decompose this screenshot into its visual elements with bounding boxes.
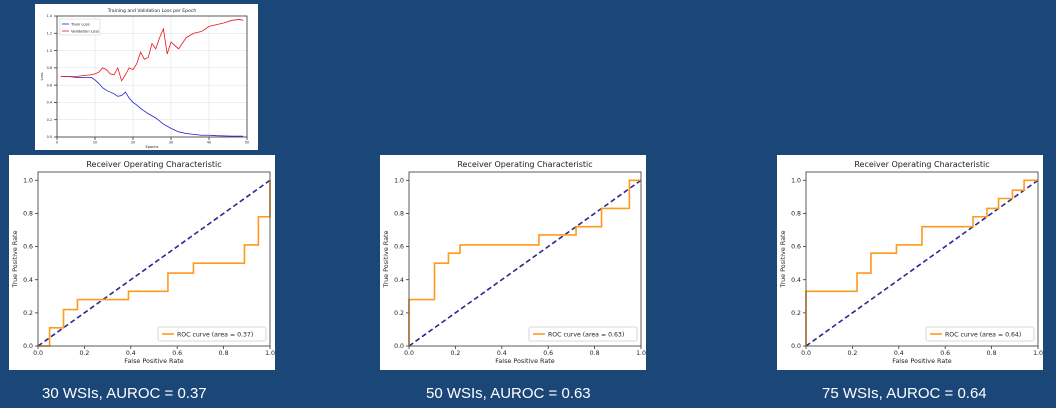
chart-title: Receiver Operating Characteristic xyxy=(86,160,221,169)
legend-label: Validation Loss xyxy=(71,29,99,34)
x-axis-label: False Positive Rate xyxy=(892,357,951,365)
x-tick-label: 0.0 xyxy=(404,350,414,357)
x-tick-label: 50 xyxy=(245,140,249,144)
y-tick-label: 0.2 xyxy=(23,310,33,317)
y-tick-label: 0.8 xyxy=(791,211,801,218)
roc-chart-panel-1: Receiver Operating Characteristic 0.0 0.2 0… xyxy=(9,155,275,370)
y-tick-label: 1.0 xyxy=(394,177,404,184)
legend-label: ROC curve (area = 0.63) xyxy=(548,331,624,338)
y-axis-label: Loss xyxy=(40,72,44,80)
plot-frame xyxy=(56,15,248,138)
legend-box xyxy=(59,18,101,36)
y-tick-label: 1.0 xyxy=(791,177,801,184)
y-tick-label: 1.0 xyxy=(47,49,52,53)
chart-title: Training and Validation Loss per Epoch xyxy=(107,8,197,14)
y-tick-label: 0.6 xyxy=(394,244,404,251)
y-tick-label: 0.6 xyxy=(23,244,33,251)
x-tick-label: 40 xyxy=(207,140,211,144)
legend-label: Train Loss xyxy=(70,22,90,27)
y-axis-label: True Positive Rate xyxy=(779,230,787,288)
x-tick-label: 0.2 xyxy=(847,350,857,357)
roc-chart-1: Receiver Operating Characteristic 0.0 0.2 0… xyxy=(11,160,275,365)
y-tick-label: 0.8 xyxy=(394,211,404,218)
x-tick-label: 0.2 xyxy=(79,350,89,357)
y-tick-label: 1.0 xyxy=(23,177,33,184)
y-axis-label: True Positive Rate xyxy=(382,230,390,288)
y-tick-label: 0.8 xyxy=(47,66,52,70)
legend-box xyxy=(925,326,1035,342)
y-tick-label: 0.4 xyxy=(23,277,33,284)
y-tick-label: 0.4 xyxy=(394,277,404,284)
legend-box xyxy=(528,326,638,342)
caption-30-wsis: 30 WSIs, AUROC = 0.37 xyxy=(42,385,207,402)
legend-box xyxy=(157,326,267,342)
plot-frame xyxy=(805,171,1039,347)
y-tick-label: 0.2 xyxy=(791,310,801,317)
y-tick-label: 0.0 xyxy=(791,343,801,350)
caption-50-wsis: 50 WSIs, AUROC = 0.63 xyxy=(426,385,591,402)
y-tick-label: 0.2 xyxy=(394,310,404,317)
x-tick-label: 0.4 xyxy=(894,350,904,357)
y-tick-label: 0.6 xyxy=(47,83,52,87)
x-tick-label: 0.8 xyxy=(987,350,997,357)
roc-curve-line xyxy=(408,179,641,346)
y-tick-label: 0.6 xyxy=(791,244,801,251)
x-tick-label: 0.6 xyxy=(172,350,182,357)
y-tick-label: 0.2 xyxy=(47,118,52,122)
roc-chart-3: Receiver Operating Characteristic 0.0 0.2 0… xyxy=(779,160,1043,365)
x-tick-label: 1.0 xyxy=(1033,350,1043,357)
x-tick-label: 0.0 xyxy=(33,350,43,357)
x-axis-label: Epochs xyxy=(146,145,159,149)
legend-label: ROC curve (area = 0.64) xyxy=(945,331,1021,338)
roc-chart-panel-3: Receiver Operating Characteristic 0.0 0.2 0… xyxy=(777,155,1043,370)
x-tick-label: 30 xyxy=(169,140,173,144)
chance-diagonal-line xyxy=(805,179,1039,347)
plot-frame xyxy=(37,171,271,347)
roc-chart-2: Receiver Operating Characteristic 0.0 0.2 0… xyxy=(382,160,646,365)
x-tick-label: 1.0 xyxy=(636,350,646,357)
x-tick-label: 0.6 xyxy=(543,350,553,357)
y-tick-label: 0.0 xyxy=(47,135,52,139)
x-tick-label: 0.8 xyxy=(219,350,229,357)
x-tick-label: 0.2 xyxy=(450,350,460,357)
roc-chart-panel-2: Receiver Operating Characteristic 0.0 0.2 0… xyxy=(380,155,646,370)
y-tick-label: 1.4 xyxy=(47,14,52,18)
y-tick-label: 0.4 xyxy=(791,277,801,284)
loss-series-line-1 xyxy=(60,19,244,82)
x-tick-label: 0.4 xyxy=(497,350,507,357)
loss-chart-panel: Training and Validation Loss per Epoch 0 1… xyxy=(35,4,258,150)
y-tick-label: 0.0 xyxy=(23,343,33,350)
x-tick-label: 0 xyxy=(56,140,58,144)
plot-frame xyxy=(408,171,642,347)
roc-curve-line xyxy=(38,180,271,347)
x-axis-label: False Positive Rate xyxy=(124,357,183,365)
loss-chart: Training and Validation Loss per Epoch 0 1… xyxy=(40,8,249,149)
caption-75-wsis: 75 WSIs, AUROC = 0.64 xyxy=(822,385,987,402)
y-tick-label: 0.4 xyxy=(47,101,52,105)
x-tick-label: 0.4 xyxy=(126,350,136,357)
x-tick-label: 1.0 xyxy=(265,350,275,357)
x-tick-label: 20 xyxy=(131,140,135,144)
y-tick-label: 0.0 xyxy=(394,343,404,350)
x-axis-label: False Positive Rate xyxy=(495,357,554,365)
roc-curve-line xyxy=(805,179,1038,346)
chart-title: Receiver Operating Characteristic xyxy=(457,160,592,169)
x-tick-label: 10 xyxy=(93,140,97,144)
y-tick-label: 0.8 xyxy=(23,211,33,218)
y-axis-label: True Positive Rate xyxy=(11,230,19,288)
y-tick-label: 1.2 xyxy=(47,31,52,35)
loss-series-line-0 xyxy=(60,76,244,137)
chart-title: Receiver Operating Characteristic xyxy=(854,160,989,169)
legend-label: ROC curve (area = 0.37) xyxy=(177,331,253,338)
x-tick-label: 0.8 xyxy=(590,350,600,357)
x-tick-label: 0.6 xyxy=(940,350,950,357)
x-tick-label: 0.0 xyxy=(801,350,811,357)
